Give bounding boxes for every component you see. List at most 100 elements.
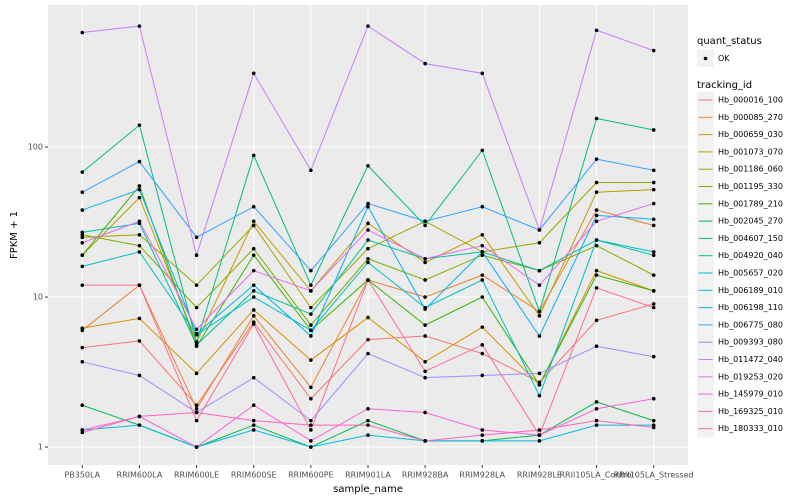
- legend-label: Hb_006198_110: [718, 303, 783, 312]
- data-point: [537, 382, 542, 387]
- data-point: [594, 400, 599, 404]
- data-point: [423, 375, 427, 380]
- data-point: [366, 315, 370, 320]
- data-point: [594, 423, 599, 427]
- data-point: [251, 375, 256, 380]
- data-point: [309, 396, 313, 401]
- data-point: [480, 71, 485, 76]
- legend-title: quant_status: [697, 36, 762, 47]
- data-point: [80, 264, 85, 269]
- data-point: [480, 373, 485, 378]
- data-point: [309, 283, 313, 287]
- data-point: [480, 343, 485, 347]
- legend-label: Hb_000659_030: [718, 130, 783, 139]
- data-point: [309, 268, 313, 273]
- data-point: [651, 273, 656, 277]
- legend-label: Hb_001195_330: [718, 182, 783, 191]
- data-point: [537, 428, 542, 432]
- x-tick-label: RRIM600SE: [231, 471, 277, 480]
- data-point: [594, 273, 599, 277]
- data-point: [480, 243, 485, 248]
- data-point: [251, 418, 256, 423]
- x-tick-label: RRIM600LE: [174, 471, 219, 480]
- legend-label: Hb_006775_080: [718, 320, 783, 329]
- data-point: [651, 354, 656, 359]
- data-point: [423, 360, 427, 364]
- data-point: [80, 190, 85, 194]
- legend-label: Hb_006189_010: [718, 286, 783, 295]
- data-point: [251, 428, 256, 432]
- data-point: [651, 425, 656, 430]
- legend-label: Hb_001073_070: [718, 147, 783, 156]
- data-point: [137, 414, 142, 419]
- data-point: [251, 295, 256, 299]
- legend-label: Hb_004607_150: [718, 234, 783, 243]
- data-point: [194, 253, 199, 258]
- data-point: [366, 246, 370, 251]
- data-point: [651, 396, 656, 401]
- data-point: [423, 410, 427, 415]
- data-point: [251, 223, 256, 228]
- legend-label: Hb_005657_020: [718, 269, 783, 278]
- data-point: [309, 334, 313, 338]
- data-point: [537, 283, 542, 287]
- x-tick-label: RRIM600PE: [288, 471, 334, 480]
- x-tick-label: RRIM928LA: [459, 471, 505, 480]
- data-point: [80, 170, 85, 174]
- data-point: [480, 232, 485, 237]
- data-point: [194, 305, 199, 310]
- data-point: [594, 318, 599, 323]
- data-point: [194, 371, 199, 376]
- data-point: [194, 327, 199, 332]
- data-point: [537, 228, 542, 232]
- data-point: [80, 208, 85, 212]
- data-point: [137, 243, 142, 248]
- data-point: [309, 423, 313, 427]
- data-point: [594, 243, 599, 248]
- data-point: [137, 24, 142, 28]
- data-point: [251, 283, 256, 287]
- data-point: [80, 235, 85, 240]
- data-point: [80, 360, 85, 364]
- data-point: [480, 351, 485, 356]
- data-point: [594, 180, 599, 185]
- data-point: [651, 250, 656, 254]
- data-point: [251, 204, 256, 209]
- data-point: [423, 61, 427, 66]
- data-point: [137, 250, 142, 254]
- data-point: [80, 230, 85, 235]
- y-tick-label: 10: [33, 293, 43, 302]
- legend-label: Hb_011472_040: [718, 355, 783, 364]
- data-point: [366, 238, 370, 242]
- data-point: [651, 289, 656, 293]
- data-point: [651, 253, 656, 258]
- data-point: [480, 428, 485, 432]
- data-point: [366, 204, 370, 209]
- data-point: [594, 213, 599, 218]
- data-point: [80, 326, 85, 330]
- x-tick-label: RRIM600LA: [117, 471, 163, 480]
- data-point: [80, 283, 85, 287]
- data-point: [537, 268, 542, 273]
- data-point: [251, 403, 256, 408]
- data-point: [366, 260, 370, 265]
- x-axis-label: sample_name: [333, 484, 403, 495]
- data-point: [423, 278, 427, 282]
- legend-label: Hb_004920_040: [718, 251, 783, 260]
- legend-label: Hb_180333_010: [718, 424, 783, 433]
- legend-label: Hb_019253_020: [718, 372, 783, 381]
- data-point: [194, 331, 199, 336]
- data-point: [366, 351, 370, 356]
- data-point: [537, 309, 542, 314]
- data-point: [194, 403, 199, 408]
- data-point: [309, 289, 313, 293]
- data-point: [651, 168, 656, 173]
- data-point: [137, 219, 142, 224]
- data-point: [137, 339, 142, 343]
- data-point: [537, 334, 542, 338]
- data-point: [309, 385, 313, 390]
- data-point: [594, 157, 599, 161]
- y-tick-label: 100: [28, 143, 43, 152]
- x-tick-label: PB350LA: [64, 471, 100, 480]
- y-axis-label: FPKM + 1: [9, 211, 20, 259]
